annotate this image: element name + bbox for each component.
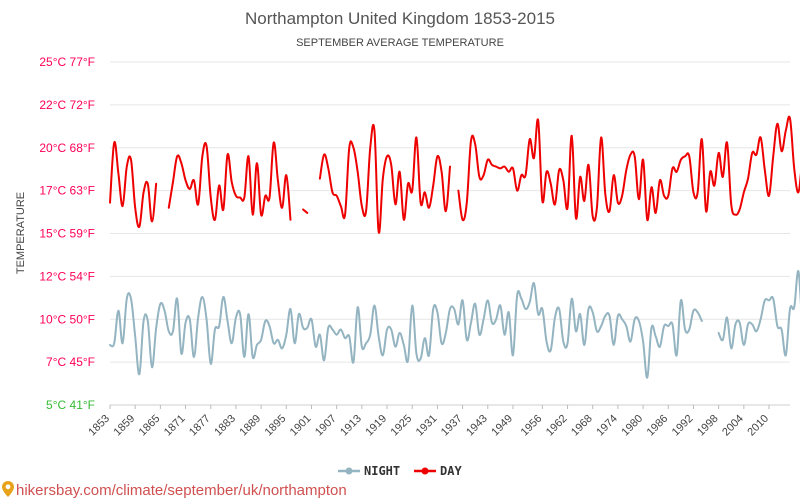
y-tick-label-0: 25°C 77°F bbox=[39, 55, 95, 69]
x-tick-label-1992: 1992 bbox=[670, 413, 696, 439]
x-tick-label-1907: 1907 bbox=[313, 413, 339, 439]
x-tick-label-2004: 2004 bbox=[720, 413, 746, 439]
legend-night-label: NIGHT bbox=[364, 464, 400, 478]
legend-item-night[interactable]: NIGHT bbox=[338, 464, 400, 478]
x-tick-label-1980: 1980 bbox=[619, 413, 645, 439]
x-tick-label-1986: 1986 bbox=[645, 413, 671, 439]
x-tick-label-1962: 1962 bbox=[544, 413, 570, 439]
y-tick-label-1: 22°C 72°F bbox=[39, 98, 95, 112]
x-tick-label-1889: 1889 bbox=[237, 413, 263, 439]
watermark[interactable]: hikersbay.com/climate/september/uk/north… bbox=[2, 481, 347, 499]
x-tick-label-1883: 1883 bbox=[212, 413, 238, 439]
legend-night-swatch-dot bbox=[345, 467, 353, 475]
x-tick-label-1937: 1937 bbox=[439, 413, 465, 439]
x-tick-label-1901: 1901 bbox=[288, 413, 314, 439]
x-tick-label-1956: 1956 bbox=[519, 413, 545, 439]
series-night bbox=[109, 270, 800, 379]
series-night-line-segment-0 bbox=[109, 282, 703, 379]
x-tick-label-1895: 1895 bbox=[263, 413, 289, 439]
series-day-line-segment-3 bbox=[318, 123, 451, 234]
x-tick-label-1871: 1871 bbox=[162, 413, 188, 439]
series-night-line-segment-1 bbox=[717, 270, 800, 357]
series-day-line-segment-1 bbox=[167, 141, 292, 221]
map-pin-icon bbox=[2, 481, 14, 497]
series-day-line-segment-0 bbox=[109, 140, 158, 229]
y-tick-label-6: 10°C 50°F bbox=[39, 312, 95, 326]
x-tick-label-1877: 1877 bbox=[187, 413, 213, 439]
x-tick-label-1925: 1925 bbox=[389, 413, 415, 439]
x-tick-label-2010: 2010 bbox=[745, 413, 771, 439]
x-tick-label-1943: 1943 bbox=[464, 413, 490, 439]
legend-day-label: DAY bbox=[440, 464, 462, 478]
y-tick-label-8: 5°C 41°F bbox=[46, 398, 95, 412]
y-tick-label-3: 17°C 63°F bbox=[39, 184, 95, 198]
legend[interactable]: NIGHT DAY bbox=[338, 464, 462, 478]
series-lines bbox=[109, 115, 800, 379]
watermark-text[interactable]: hikersbay.com/climate/september/uk/north… bbox=[16, 482, 347, 499]
y-ticks: 25°C 77°F 22°C 72°F 20°C 68°F 17°C 63°F 15°C… bbox=[39, 55, 95, 412]
x-tick-label-1949: 1949 bbox=[489, 413, 515, 439]
x-tick-label-1913: 1913 bbox=[338, 413, 364, 439]
x-ticks: 1853 1859 1865 1871 1877 1883 1889 1895 1901 1907… bbox=[86, 404, 790, 439]
series-day bbox=[109, 115, 800, 234]
y-axis-label: TEMPERATURE bbox=[15, 192, 27, 274]
chart-subtitle: SEPTEMBER AVERAGE TEMPERATURE bbox=[296, 37, 504, 49]
series-day-line-segment-2 bbox=[302, 208, 309, 214]
y-tick-label-7: 7°C 45°F bbox=[46, 355, 95, 369]
y-tick-label-5: 12°C 54°F bbox=[39, 269, 95, 283]
x-tick-label-1998: 1998 bbox=[695, 413, 721, 439]
series-day-line-segment-4 bbox=[457, 115, 800, 222]
legend-day-swatch-dot bbox=[421, 467, 429, 475]
x-tick-label-1853: 1853 bbox=[86, 413, 112, 439]
x-tick-label-1931: 1931 bbox=[414, 413, 440, 439]
x-tick-label-1968: 1968 bbox=[569, 413, 595, 439]
x-tick-label-1859: 1859 bbox=[112, 413, 138, 439]
y-tick-label-4: 15°C 59°F bbox=[39, 227, 95, 241]
y-tick-label-2: 20°C 68°F bbox=[39, 141, 95, 155]
x-tick-label-1919: 1919 bbox=[363, 413, 389, 439]
legend-item-day[interactable]: DAY bbox=[414, 464, 462, 478]
x-tick-label-1974: 1974 bbox=[594, 413, 620, 439]
x-tick-label-1865: 1865 bbox=[137, 413, 163, 439]
chart-title: Northampton United Kingdom 1853-2015 bbox=[245, 9, 555, 28]
